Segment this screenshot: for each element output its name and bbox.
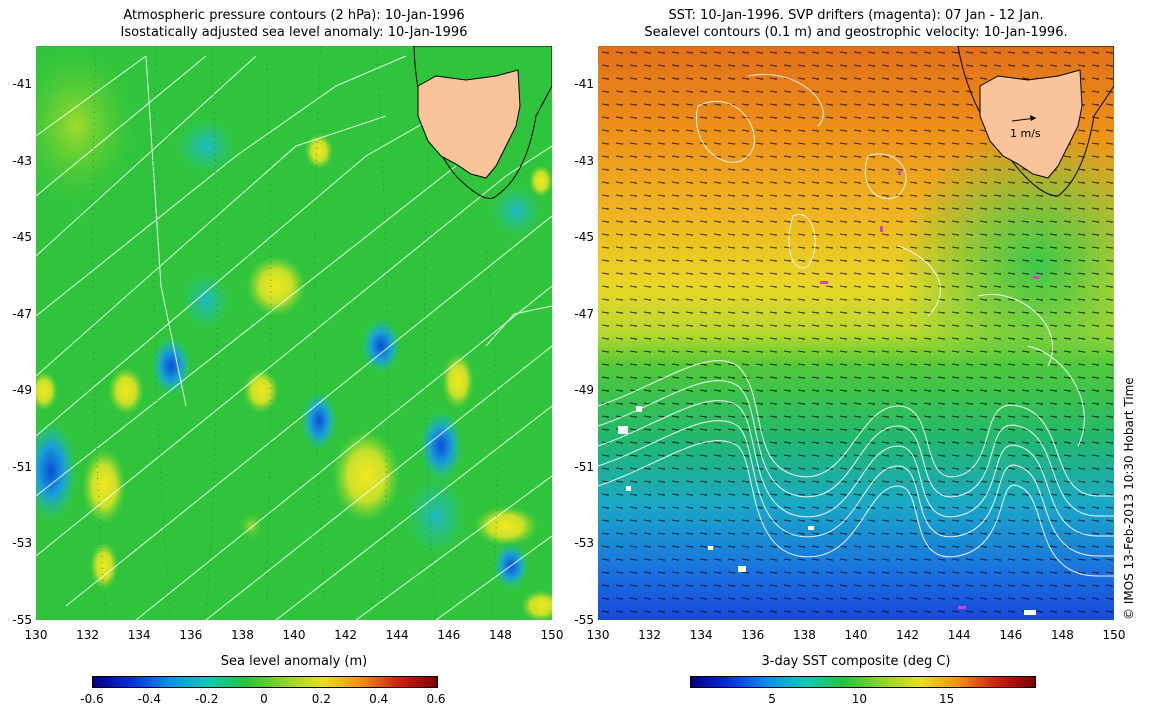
right-panel-title: SST: 10-Jan-1996. SVP drifters (magenta)… — [598, 7, 1114, 41]
left-title-line2: Isostatically adjusted sea level anomaly… — [120, 25, 468, 40]
right-lon-tick-label: 130 — [586, 628, 610, 642]
right-title-line1: SST: 10-Jan-1996. SVP drifters (magenta)… — [668, 8, 1044, 23]
left-lon-tick-label: 132 — [76, 628, 100, 642]
velocity-scale-label: 1 m/s — [1010, 127, 1041, 140]
sst-colorbar-tick: 5 — [768, 692, 776, 706]
sla-colorbar-tick: -0.2 — [194, 692, 219, 706]
left-lon-tick-label: 130 — [24, 628, 48, 642]
sst-colorbar — [690, 676, 1036, 688]
left-lat-tick-label: -41 — [12, 77, 32, 92]
sla-colorbar-tick: 0 — [260, 692, 268, 706]
left-lat-tick-label: -53 — [12, 536, 32, 551]
left-panel-title: Atmospheric pressure contours (2 hPa): 1… — [36, 7, 552, 41]
sla-colorbar — [92, 676, 438, 688]
sst-colorbar-tick: 10 — [851, 692, 868, 706]
sla-colorbar-tick: 0.4 — [369, 692, 389, 706]
right-lon-tick-label: 140 — [844, 628, 868, 642]
cloud-gaps — [618, 406, 1036, 615]
pressure-contours — [36, 55, 552, 620]
left-lat-tick-label: -47 — [12, 306, 32, 321]
left-lat-tick-label: -51 — [12, 459, 32, 474]
sla-anomaly-blobs — [36, 46, 552, 620]
left-lon-tick-label: 136 — [179, 628, 203, 642]
right-lat-tick-label: -45 — [574, 230, 594, 245]
left-lon-tick-label: 140 — [282, 628, 306, 642]
right-lon-tick-label: 136 — [741, 628, 765, 642]
sla-colorbar-tick: 0.2 — [311, 692, 331, 706]
sla-colorbar-title: Sea level anomaly (m) — [220, 654, 368, 669]
left-lon-tick-label: 144 — [385, 628, 409, 642]
imos-credit: © IMOS 13-Feb-2013 10:30 Hobart Time — [1122, 377, 1136, 620]
left-lon-tick-label: 146 — [437, 628, 461, 642]
right-lon-tick-label: 148 — [1050, 628, 1074, 642]
sst-map-svg: 1 m/s — [598, 46, 1114, 620]
sst-map: 1 m/s — [598, 46, 1114, 620]
right-lon-tick-label: 142 — [896, 628, 920, 642]
right-lon-tick-label: 138 — [792, 628, 816, 642]
sla-dotted-contours — [92, 46, 498, 620]
right-title-line2: Sealevel contours (0.1 m) and geostrophi… — [644, 25, 1068, 40]
sla-colorbar-tick: -0.4 — [137, 692, 162, 706]
sst-colorbar-tick: 15 — [939, 692, 955, 706]
right-lon-tick-label: 146 — [999, 628, 1023, 642]
right-lat-tick-label: -55 — [574, 613, 594, 627]
right-lon-tick-label: 150 — [1102, 628, 1126, 642]
left-lon-tick-label: 134 — [127, 628, 151, 642]
sla-colorbar-tick: -0.6 — [80, 692, 104, 706]
right-lon-tick-label: 144 — [947, 628, 971, 642]
right-lon-tick-label: 134 — [689, 628, 713, 642]
right-lat-tick-label: -51 — [574, 459, 594, 474]
sla-colorbar-tick: 0.6 — [426, 692, 446, 706]
left-lat-tick-label: -45 — [12, 230, 32, 245]
svp-drifter-tracks — [820, 171, 1039, 609]
sst-colorbar-title: 3-day SST composite (deg C) — [761, 654, 951, 669]
tasmania-landmass-sst — [957, 46, 1114, 197]
right-lat-tick-label: -49 — [574, 383, 594, 398]
left-title-line1: Atmospheric pressure contours (2 hPa): 1… — [123, 8, 465, 23]
tasmania-landmass — [413, 46, 552, 199]
right-lat-tick-label: -41 — [574, 77, 594, 92]
right-lon-tick-label: 132 — [638, 628, 662, 642]
right-lat-tick-label: -43 — [574, 153, 594, 168]
left-lat-tick-label: -43 — [12, 153, 32, 168]
left-lon-tick-label: 142 — [334, 628, 358, 642]
left-lat-tick-label: -55 — [12, 613, 32, 627]
sla-map-svg — [36, 46, 552, 620]
right-lat-tick-label: -47 — [574, 306, 594, 321]
left-lat-tick-label: -49 — [12, 383, 32, 398]
velocity-scale-arrow: 1 m/s — [1010, 115, 1041, 140]
right-lat-tick-label: -53 — [574, 536, 594, 551]
left-lon-tick-label: 148 — [488, 628, 512, 642]
left-lon-tick-label: 138 — [230, 628, 254, 642]
sea-level-anomaly-map — [36, 46, 552, 620]
left-lon-tick-label: 150 — [540, 628, 564, 642]
sealevel-contours — [598, 74, 1114, 577]
